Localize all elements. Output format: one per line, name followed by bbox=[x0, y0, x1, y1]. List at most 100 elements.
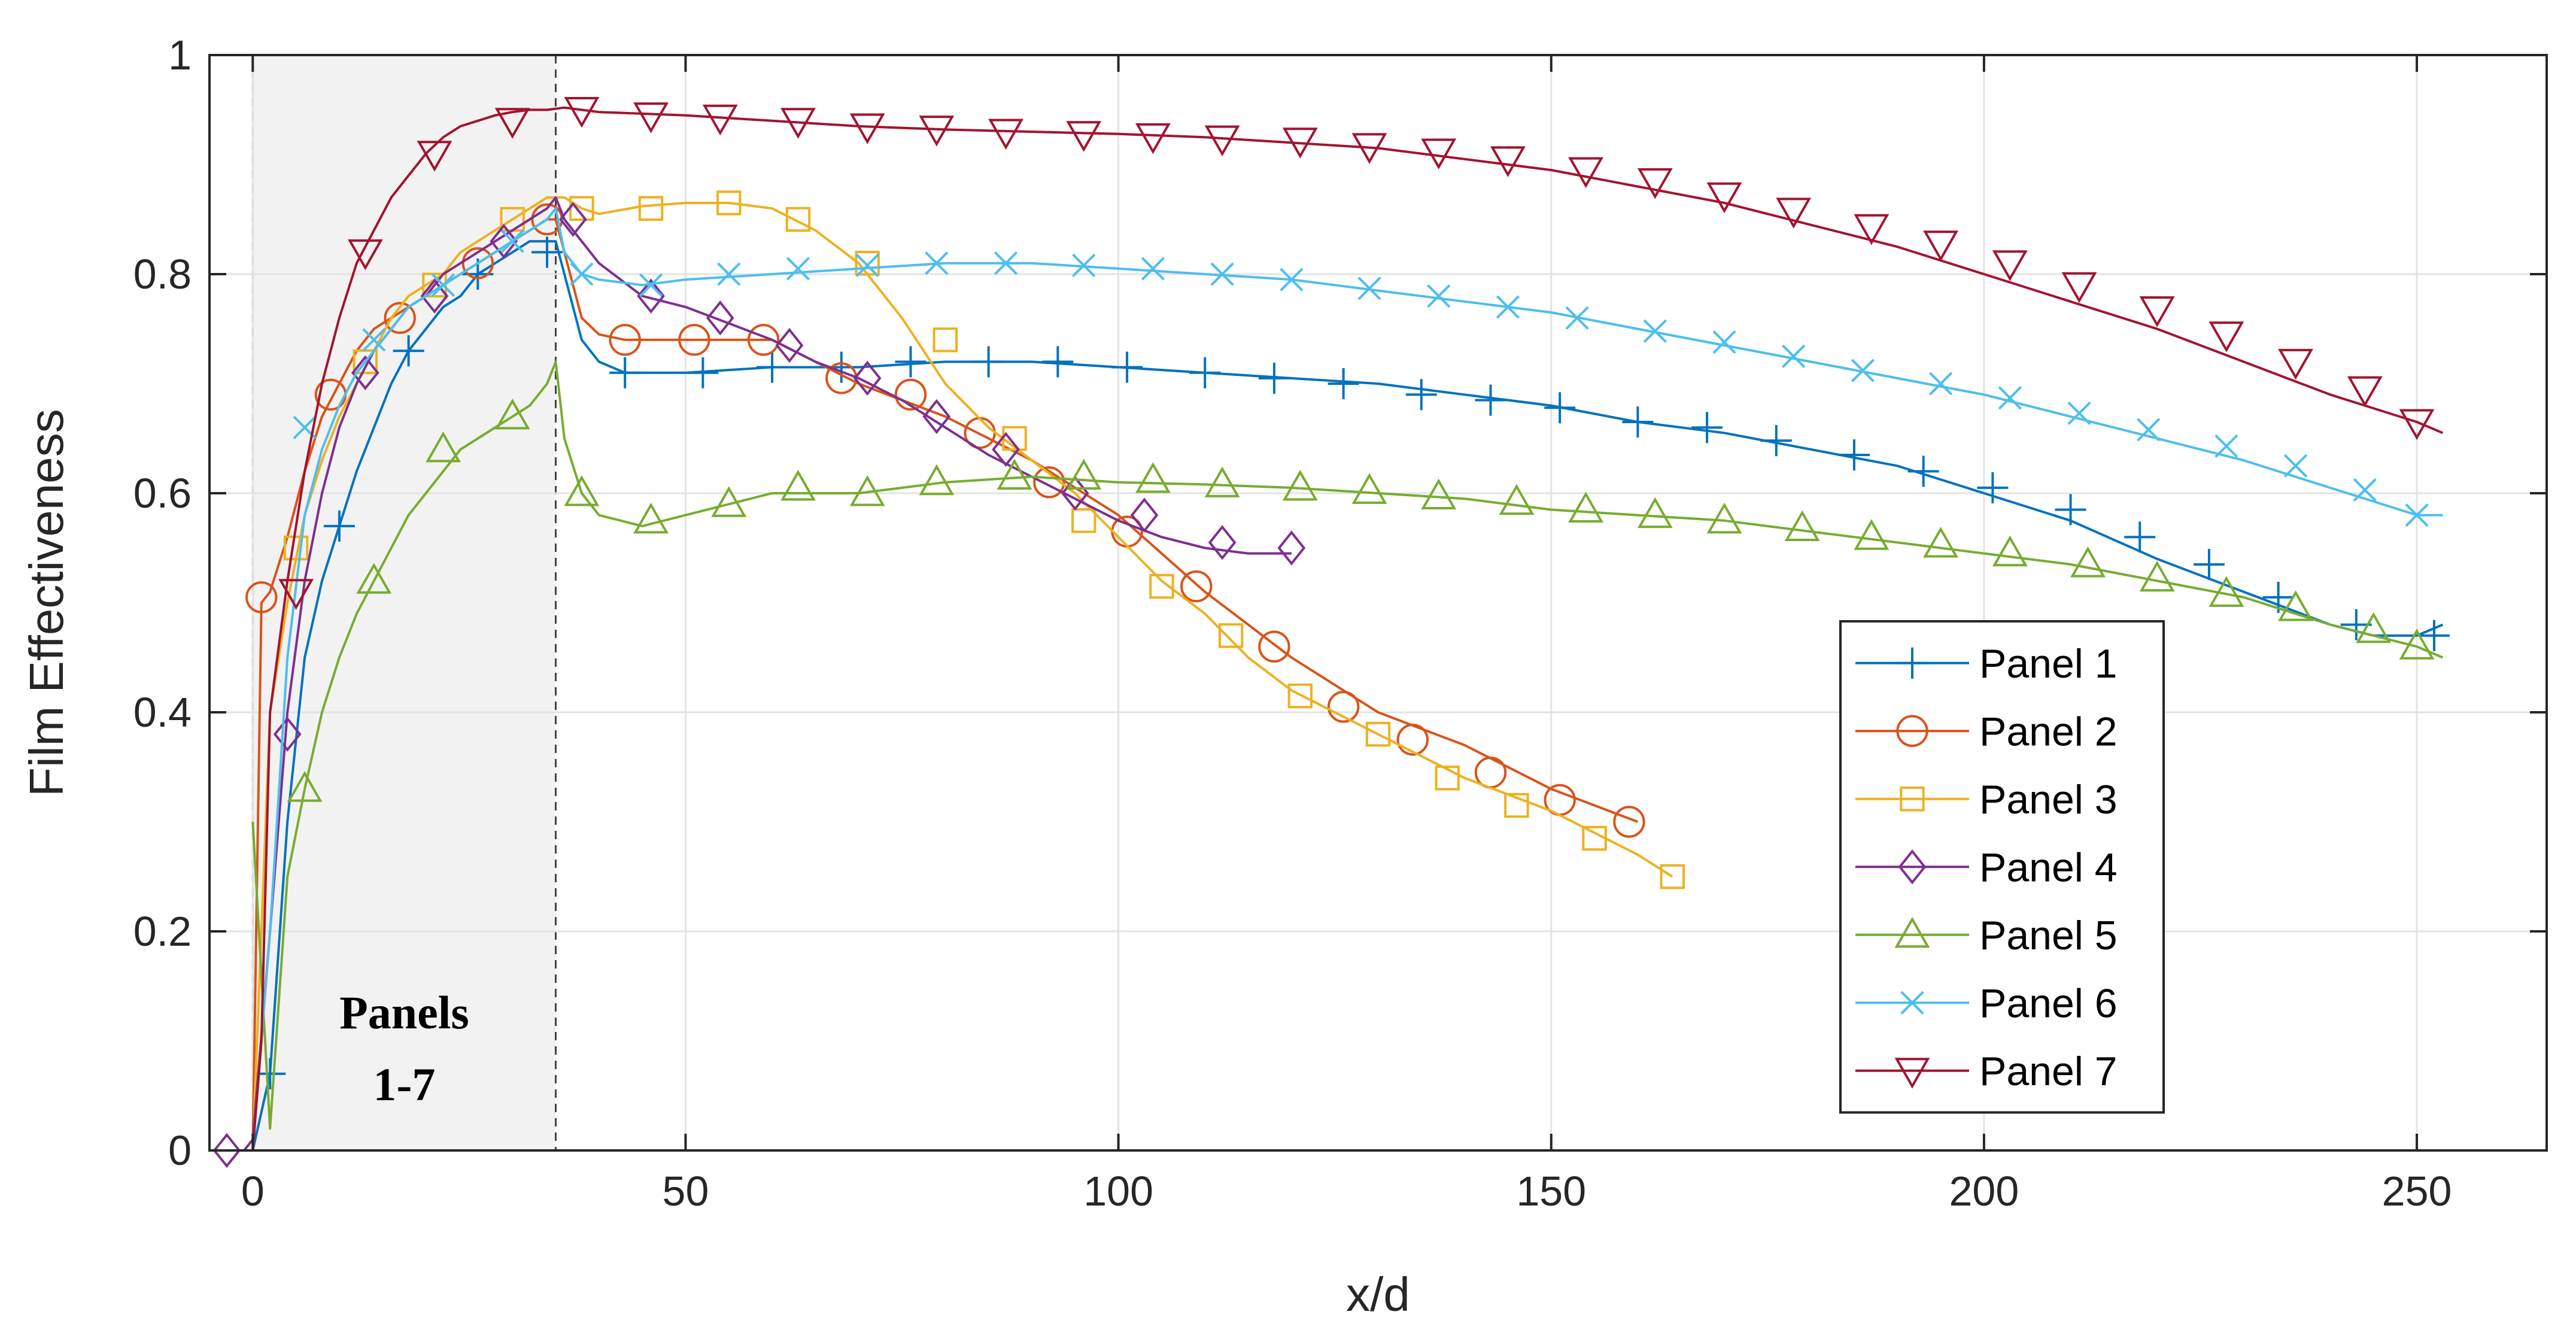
panel-7-marker bbox=[849, 113, 885, 144]
panel-2-marker bbox=[461, 247, 494, 280]
panel-7-marker bbox=[2139, 296, 2175, 327]
panel-5-marker bbox=[780, 469, 816, 501]
legend-item-panel-3: Panel 3 bbox=[1855, 777, 2118, 822]
panel-5-marker bbox=[849, 475, 885, 506]
panel-6-marker bbox=[500, 229, 524, 253]
panel-6-marker bbox=[1141, 257, 1165, 281]
panel-6-marker bbox=[362, 328, 386, 352]
panel-6-marker bbox=[570, 262, 594, 286]
panel-7-marker bbox=[347, 239, 383, 271]
panel-1-series bbox=[251, 236, 2450, 1151]
legend-label: Panel 2 bbox=[1979, 709, 2118, 754]
panel-3-marker bbox=[932, 327, 958, 353]
legend-label: Panel 1 bbox=[1979, 641, 2118, 687]
panel-6-marker bbox=[2137, 418, 2161, 442]
panel-5-series bbox=[251, 360, 2444, 1130]
y-tick-label: 1 bbox=[168, 32, 192, 78]
panel-6-marker bbox=[2353, 478, 2377, 502]
panel-6-marker bbox=[1210, 262, 1234, 286]
panel-4-line bbox=[226, 196, 1292, 1152]
panel-5-marker bbox=[2070, 546, 2106, 578]
panel-5-marker bbox=[633, 502, 669, 534]
panel-6-marker bbox=[1851, 359, 1875, 382]
legend-item-panel-5: Panel 5 bbox=[1855, 913, 2118, 958]
shaded-region-label-line1: Panels bbox=[339, 986, 469, 1039]
panel-5-marker bbox=[287, 771, 323, 802]
legend-swatch-marker bbox=[1896, 715, 1928, 747]
legend-item-panel-1: Panel 1 bbox=[1855, 641, 2118, 687]
legend-swatch-marker bbox=[1900, 787, 1925, 812]
panel-6-marker bbox=[925, 251, 949, 275]
panel-5-marker bbox=[1923, 526, 1959, 558]
panel-7-marker bbox=[1282, 127, 1318, 159]
panel-5-marker bbox=[1204, 466, 1240, 497]
panel-4-marker bbox=[775, 327, 804, 363]
legend-item-panel-7: Panel 7 bbox=[1855, 1049, 2118, 1094]
panel-6-marker bbox=[1643, 319, 1667, 343]
panel-6-marker bbox=[1280, 268, 1304, 292]
panel-7-marker bbox=[1923, 230, 1959, 262]
legend-label: Panel 3 bbox=[1979, 777, 2118, 822]
legend-swatch-marker bbox=[1894, 916, 1930, 948]
panel-7-marker bbox=[1854, 214, 1890, 245]
panel-7-marker bbox=[2061, 272, 2097, 303]
panel-1-marker bbox=[1907, 456, 1939, 487]
panel-5-marker bbox=[2278, 590, 2314, 621]
panel-7-marker bbox=[494, 108, 530, 139]
panel-3-marker bbox=[1149, 573, 1174, 599]
legend-item-panel-2: Panel 2 bbox=[1855, 709, 2118, 754]
panel-2-marker bbox=[1327, 691, 1360, 723]
panel-6-marker bbox=[786, 257, 810, 281]
panel-7-marker bbox=[633, 102, 669, 133]
panel-1-marker bbox=[1838, 439, 1870, 470]
y-tick-label: 0.8 bbox=[133, 251, 192, 297]
panel-1-marker bbox=[1189, 357, 1221, 388]
panel-7-marker bbox=[2278, 348, 2314, 380]
panel-4-marker bbox=[420, 278, 449, 314]
panel-2-marker bbox=[1258, 630, 1290, 663]
panel-5-marker bbox=[1784, 510, 1820, 542]
panel-3-marker bbox=[422, 272, 447, 298]
panel-3-marker bbox=[1660, 864, 1685, 889]
panel-1-marker bbox=[2055, 494, 2086, 526]
panel-4-marker bbox=[559, 202, 587, 237]
legend: Panel 1 Panel 2 Panel 3 Panel 4 Panel 5 Panel… bbox=[1839, 620, 2165, 1114]
panel-5-marker bbox=[2139, 560, 2175, 592]
panel-3-marker bbox=[855, 250, 880, 276]
panel-5-marker bbox=[711, 486, 747, 517]
panel-5-marker bbox=[1499, 484, 1535, 515]
panel-1-marker bbox=[1622, 406, 1654, 438]
panel-7-marker bbox=[1421, 138, 1457, 170]
panel-6-marker bbox=[1357, 277, 1381, 300]
y-tick-label: 0.4 bbox=[133, 689, 192, 736]
panel-5-marker bbox=[2399, 628, 2435, 660]
panel-6-marker bbox=[431, 273, 455, 297]
panel-3-marker bbox=[1218, 623, 1244, 648]
panel-6-marker bbox=[1565, 306, 1589, 330]
panel-2-marker bbox=[245, 581, 278, 614]
panel-5-marker bbox=[494, 398, 530, 430]
panel-5-marker bbox=[564, 475, 600, 506]
panel-6-marker bbox=[1782, 344, 1806, 368]
panel-1-marker bbox=[973, 346, 1004, 378]
panel-7-marker bbox=[780, 108, 816, 139]
legend-swatch-marker bbox=[1897, 647, 1928, 679]
panel-5-marker bbox=[1706, 502, 1742, 534]
panel-5-marker bbox=[2356, 612, 2392, 643]
panel-4-marker bbox=[1277, 530, 1306, 566]
panel-3-marker bbox=[1582, 825, 1607, 851]
panel-2-marker bbox=[1033, 466, 1065, 499]
y-tick-label: 0.6 bbox=[133, 470, 192, 517]
panel-1-marker bbox=[1977, 472, 2009, 503]
x-tick-label: 50 bbox=[663, 1168, 709, 1214]
panel-1-marker bbox=[531, 236, 563, 268]
panel-2-marker bbox=[609, 324, 641, 356]
panel-6-series bbox=[251, 207, 2443, 1151]
panel-5-marker bbox=[426, 431, 461, 463]
y-axis-label: Film Effectiveness bbox=[20, 409, 73, 797]
panel-3-marker bbox=[1287, 683, 1313, 709]
panel-6-marker bbox=[2067, 401, 2091, 426]
panel-1-marker bbox=[2418, 620, 2450, 651]
panel-7-marker bbox=[1568, 157, 1604, 189]
panel-4-marker bbox=[212, 1132, 241, 1168]
